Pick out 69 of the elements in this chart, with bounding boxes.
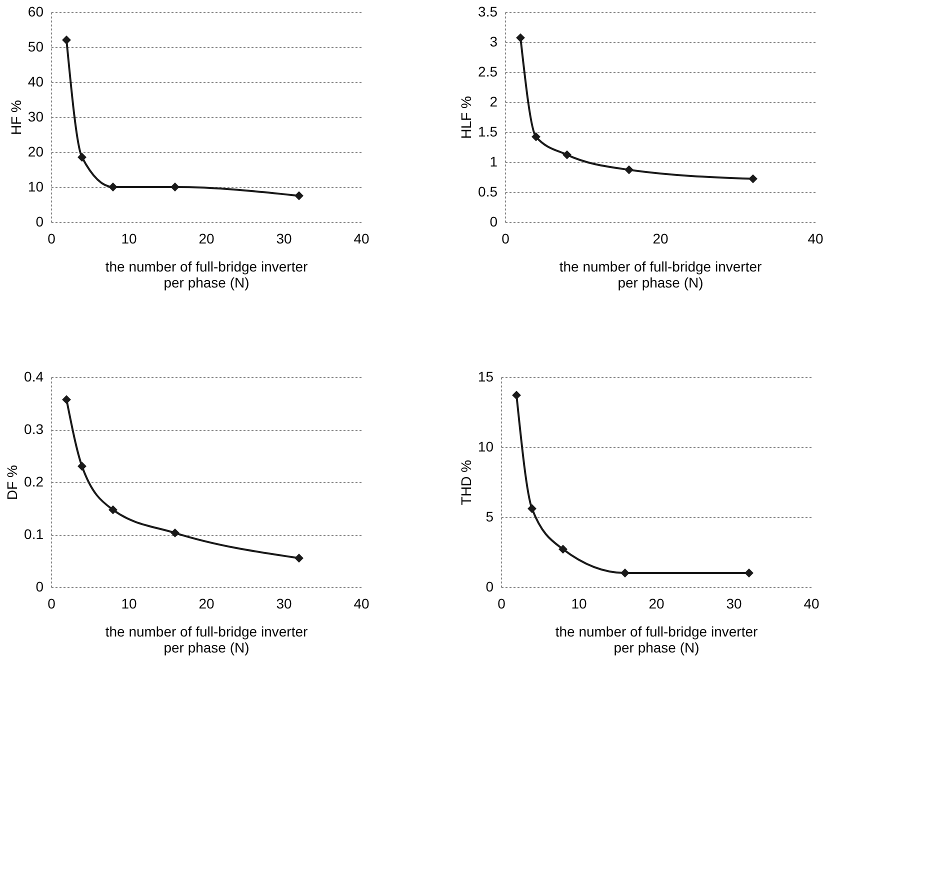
point	[624, 165, 634, 174]
point	[62, 395, 71, 404]
x-tick-label: 10	[121, 230, 137, 246]
x-tick-label: 40	[804, 596, 820, 612]
y-tick-label: 2	[490, 94, 498, 110]
point	[620, 568, 630, 578]
point	[62, 36, 71, 44]
y-tick-label: 10	[28, 178, 44, 194]
y-tick-label: 0	[36, 578, 44, 594]
x-tick-label: 30	[276, 596, 292, 612]
y-tick-label: 0.3	[24, 421, 44, 437]
y-tick-label: 0.2	[24, 474, 44, 490]
y-tick-label: 3.5	[478, 4, 498, 20]
x-axis-title: the number of full-bridge inverter per phase (N)	[105, 258, 308, 290]
x-tick-label: 0	[48, 230, 56, 246]
point	[516, 33, 525, 42]
y-axis-title: HLF %	[458, 96, 474, 139]
x-tick-label: 20	[652, 230, 668, 246]
x-tick-label: 20	[648, 596, 664, 612]
point	[78, 152, 86, 162]
y-tick-label: 30	[28, 108, 44, 124]
x-tick-label: 40	[354, 596, 370, 612]
y-tick-label: 0.5	[478, 184, 498, 200]
x-tick-label: 0	[502, 230, 510, 246]
y-tick-label: 15	[478, 368, 494, 384]
y-tick-label: 1.5	[478, 124, 498, 140]
x-tick-label: 30	[276, 230, 292, 246]
y-tick-label: 60	[28, 4, 44, 20]
y-tick-label: 0	[490, 214, 498, 230]
y-tick-label: 0	[36, 214, 44, 230]
y-tick-label: 0.4	[24, 368, 44, 384]
x-axis-title: the number of full-bridge inverter per phase (N)	[555, 624, 758, 656]
point	[528, 504, 536, 514]
y-axis-title: HF %	[8, 100, 24, 135]
x-tick-label: 30	[726, 596, 742, 612]
point	[170, 182, 180, 192]
point	[558, 544, 568, 554]
point	[170, 528, 180, 538]
x-tick-label: 40	[354, 230, 370, 246]
point	[78, 462, 86, 471]
point	[562, 150, 572, 160]
x-tick-label: 10	[571, 596, 587, 612]
point	[744, 568, 754, 578]
x-tick-label: 20	[198, 596, 214, 612]
y-tick-label: 1	[490, 154, 498, 170]
point	[512, 390, 521, 400]
y-tick-label: 5	[486, 508, 494, 524]
point	[748, 174, 758, 184]
point	[294, 554, 304, 563]
y-tick-label: 2.5	[478, 64, 498, 80]
x-tick-label: 40	[808, 230, 824, 246]
y-tick-label: 40	[28, 74, 44, 90]
point	[108, 182, 118, 192]
y-tick-label: 0	[486, 578, 494, 594]
x-axis-title: the number of full-bridge inverter per phase (N)	[559, 258, 762, 290]
y-axis-title: DF %	[4, 465, 20, 500]
x-tick-label: 10	[121, 596, 137, 612]
x-tick-label: 20	[198, 230, 214, 246]
y-tick-label: 50	[28, 38, 44, 54]
point	[108, 505, 118, 514]
x-tick-label: 0	[48, 596, 56, 612]
y-axis-title: THD %	[458, 460, 474, 506]
y-tick-label: 0.1	[24, 526, 44, 542]
x-axis-title: the number of full-bridge inverter per phase (N)	[105, 624, 308, 656]
y-tick-label: 10	[478, 438, 494, 454]
point	[532, 132, 540, 142]
point	[294, 191, 304, 200]
y-tick-label: 3	[490, 34, 498, 50]
y-tick-label: 20	[28, 144, 44, 160]
